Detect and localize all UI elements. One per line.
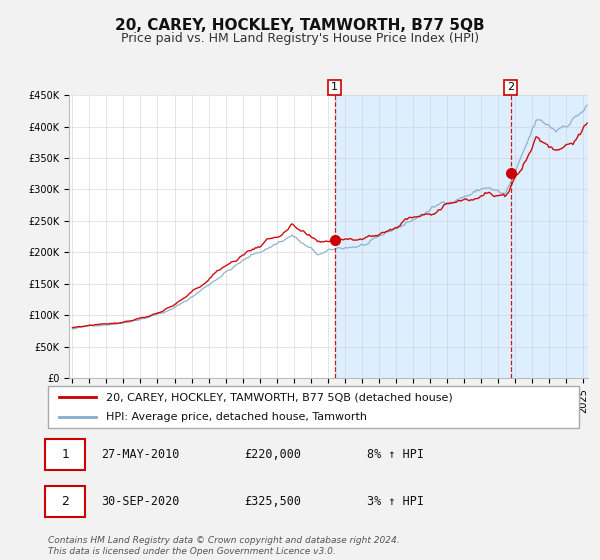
Text: 1: 1: [61, 448, 69, 461]
Text: 1: 1: [331, 82, 338, 92]
Text: 2: 2: [507, 82, 514, 92]
Text: £325,500: £325,500: [244, 495, 301, 508]
Text: 27-MAY-2010: 27-MAY-2010: [101, 448, 179, 461]
Text: 20, CAREY, HOCKLEY, TAMWORTH, B77 5QB: 20, CAREY, HOCKLEY, TAMWORTH, B77 5QB: [115, 18, 485, 33]
Text: Contains HM Land Registry data © Crown copyright and database right 2024.
This d: Contains HM Land Registry data © Crown c…: [48, 536, 400, 556]
Text: 20, CAREY, HOCKLEY, TAMWORTH, B77 5QB (detached house): 20, CAREY, HOCKLEY, TAMWORTH, B77 5QB (d…: [106, 393, 453, 402]
FancyBboxPatch shape: [46, 486, 85, 517]
Bar: [335, 95, 588, 378]
Text: 30-SEP-2020: 30-SEP-2020: [101, 495, 179, 508]
Text: 2: 2: [61, 495, 69, 508]
Text: £220,000: £220,000: [244, 448, 301, 461]
Text: HPI: Average price, detached house, Tamworth: HPI: Average price, detached house, Tamw…: [106, 413, 367, 422]
Text: 3% ↑ HPI: 3% ↑ HPI: [367, 495, 424, 508]
FancyBboxPatch shape: [46, 439, 85, 470]
Text: Price paid vs. HM Land Registry's House Price Index (HPI): Price paid vs. HM Land Registry's House …: [121, 32, 479, 45]
FancyBboxPatch shape: [48, 386, 579, 428]
Text: 8% ↑ HPI: 8% ↑ HPI: [367, 448, 424, 461]
